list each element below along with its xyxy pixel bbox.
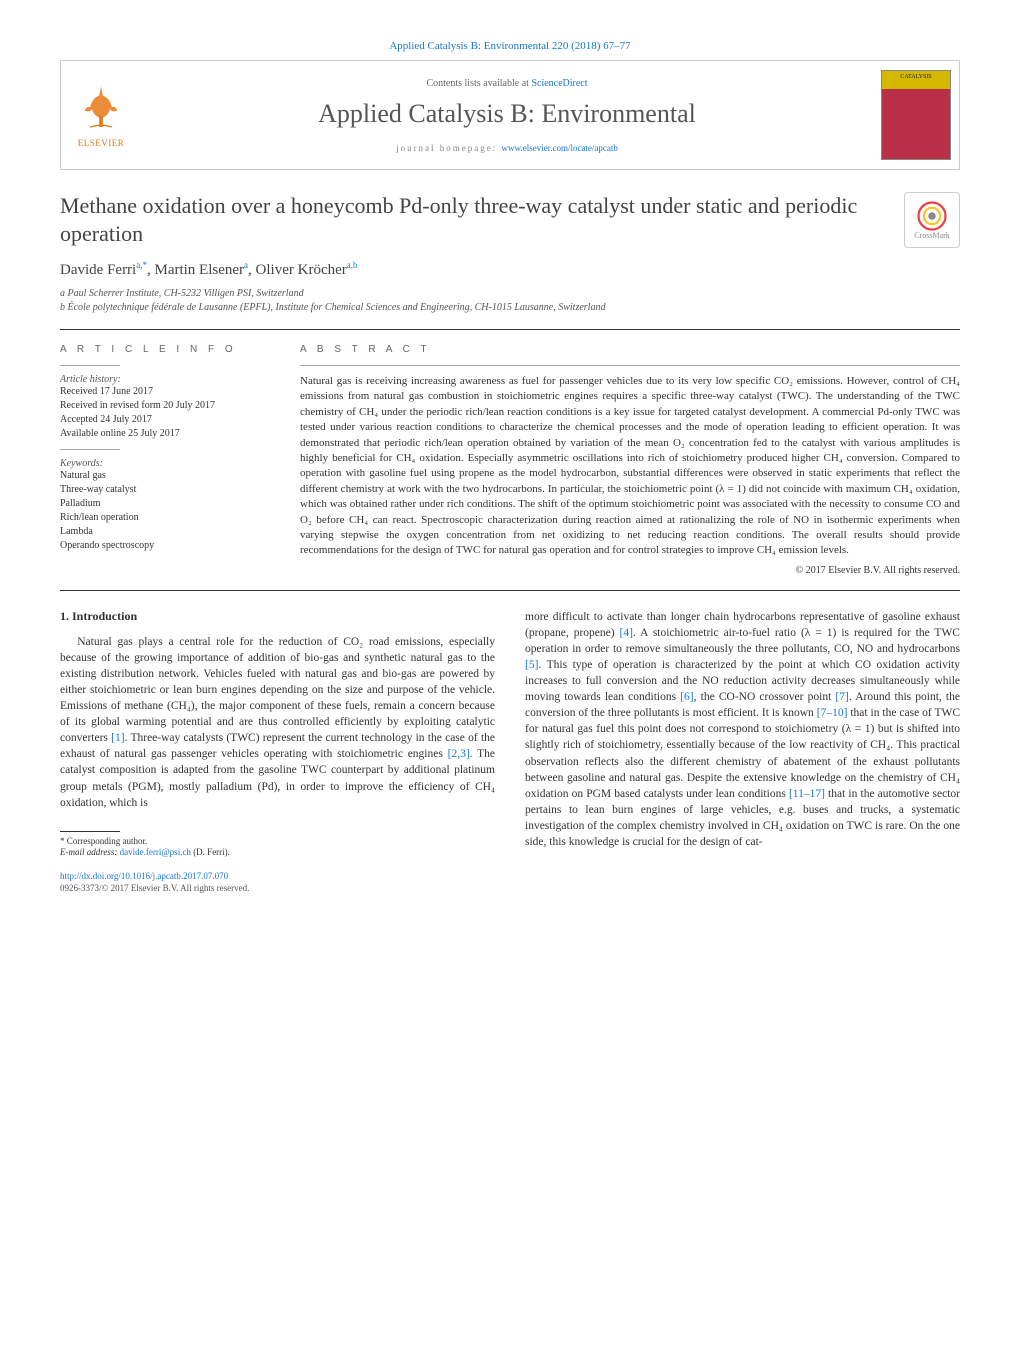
- header-citation: Applied Catalysis B: Environmental 220 (…: [60, 40, 960, 52]
- homepage-link[interactable]: www.elsevier.com/locate/apcatb: [502, 143, 618, 153]
- keyword-item: Lambda: [60, 525, 270, 539]
- rule-top: [60, 329, 960, 330]
- doi-link[interactable]: http://dx.doi.org/10.1016/j.apcatb.2017.…: [60, 871, 228, 881]
- contents-line: Contents lists available at ScienceDirec…: [141, 78, 873, 89]
- cover-image: [882, 89, 950, 159]
- affiliation-b: b École polytechnique fédérale de Lausan…: [60, 301, 960, 315]
- keyword-item: Natural gas: [60, 469, 270, 483]
- email-name: (D. Ferri).: [191, 847, 230, 857]
- footnote-rule: [60, 831, 120, 832]
- history-revised: Received in revised form 20 July 2017: [60, 399, 270, 413]
- citation-link[interactable]: [6]: [680, 691, 693, 703]
- citation-link[interactable]: [4]: [620, 627, 633, 639]
- article-info-heading: A R T I C L E I N F O: [60, 344, 270, 355]
- history-online: Available online 25 July 2017: [60, 427, 270, 441]
- history-received: Received 17 June 2017: [60, 385, 270, 399]
- citation-link[interactable]: [11–17]: [789, 788, 825, 800]
- email-line: E-mail address: davide.ferri@psi.ch (D. …: [60, 847, 495, 859]
- citation-link[interactable]: [2,3]: [448, 748, 470, 760]
- header-center: Contents lists available at ScienceDirec…: [141, 78, 873, 153]
- journal-name: Applied Catalysis B: Environmental: [141, 99, 873, 129]
- crossmark-label: CrossMark: [914, 231, 950, 240]
- issn-line: 0926-3373/© 2017 Elsevier B.V. All right…: [60, 883, 249, 893]
- abstract-block: A B S T R A C T Natural gas is receiving…: [300, 344, 960, 576]
- homepage-prefix: journal homepage:: [396, 143, 501, 153]
- section-1-heading: 1. Introduction: [60, 609, 495, 624]
- citation-link[interactable]: [7]: [835, 691, 848, 703]
- affiliation-a: a Paul Scherrer Institute, CH-5232 Villi…: [60, 287, 960, 301]
- article-title: Methane oxidation over a honeycomb Pd-on…: [60, 192, 904, 247]
- keywords-label: Keywords:: [60, 458, 270, 469]
- keyword-item: Operando spectroscopy: [60, 539, 270, 553]
- abstract-heading: A B S T R A C T: [300, 344, 960, 355]
- crossmark-badge[interactable]: CrossMark: [904, 192, 960, 248]
- sciencedirect-link[interactable]: ScienceDirect: [531, 78, 587, 89]
- history-accepted: Accepted 24 July 2017: [60, 413, 270, 427]
- homepage-line: journal homepage: www.elsevier.com/locat…: [141, 143, 873, 153]
- doi-block: http://dx.doi.org/10.1016/j.apcatb.2017.…: [60, 871, 495, 894]
- cover-top-label: CATALYSIS: [882, 71, 950, 89]
- intro-col2-text: more difficult to activate than longer c…: [525, 609, 960, 850]
- email-link[interactable]: davide.ferri@psi.ch: [120, 847, 191, 857]
- body-col-right: more difficult to activate than longer c…: [525, 609, 960, 895]
- elsevier-label: ELSEVIER: [78, 138, 125, 148]
- crossmark-icon: [917, 201, 947, 231]
- citation-link[interactable]: [1]: [111, 732, 124, 744]
- abstract-text: Natural gas is receiving increasing awar…: [300, 374, 960, 559]
- tree-icon: [74, 82, 128, 136]
- corresponding-author: * Corresponding author.: [60, 836, 495, 848]
- email-label: E-mail address:: [60, 847, 120, 857]
- journal-cover-thumb[interactable]: CATALYSIS: [881, 70, 951, 160]
- keyword-item: Palladium: [60, 497, 270, 511]
- journal-header-box: ELSEVIER Contents lists available at Sci…: [60, 60, 960, 170]
- history-label: Article history:: [60, 374, 270, 385]
- contents-prefix: Contents lists available at: [426, 78, 531, 89]
- article-info-block: A R T I C L E I N F O Article history: R…: [60, 344, 270, 576]
- rule-mid: [60, 590, 960, 591]
- keyword-item: Three-way catalyst: [60, 483, 270, 497]
- citation-link[interactable]: [7–10]: [817, 707, 848, 719]
- keyword-item: Rich/lean operation: [60, 511, 270, 525]
- intro-col1-text: Natural gas plays a central role for the…: [60, 634, 495, 811]
- authors-line: Davide Ferria,*, Martin Elsenera, Oliver…: [60, 260, 960, 279]
- elsevier-logo[interactable]: ELSEVIER: [61, 61, 141, 169]
- body-col-left: 1. Introduction Natural gas plays a cent…: [60, 609, 495, 895]
- citation-link[interactable]: [5]: [525, 659, 538, 671]
- keywords-list: Natural gasThree-way catalystPalladiumRi…: [60, 469, 270, 553]
- abstract-copyright: © 2017 Elsevier B.V. All rights reserved…: [300, 565, 960, 576]
